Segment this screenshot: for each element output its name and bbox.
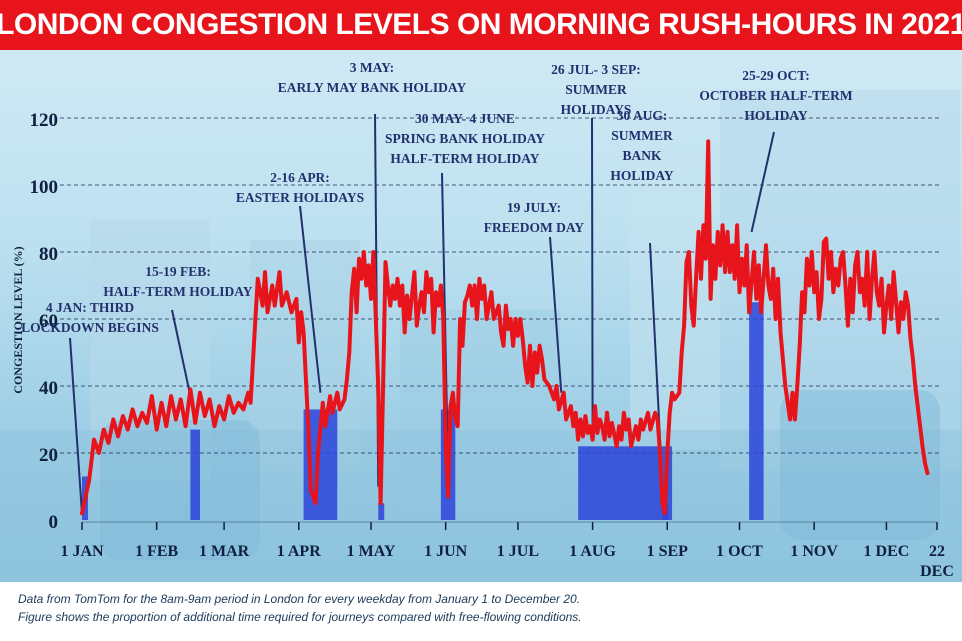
annotation-label: HALF-TERM HOLIDAY	[390, 151, 539, 166]
annotation-label: 15-19 FEB:	[145, 264, 211, 279]
y-tick-label: 60	[39, 311, 58, 332]
x-tick-label: 1 JUN	[424, 543, 468, 560]
holiday-bar	[190, 429, 201, 520]
x-tick-label: DEC	[920, 563, 954, 580]
annotation-leader-line	[549, 236, 563, 393]
annotation-label: SUMMER	[565, 82, 627, 97]
annotation-leader-line	[299, 205, 322, 393]
annotation-label: 30 AUG:	[617, 108, 668, 123]
annotation-label: HOLIDAY	[744, 108, 808, 123]
x-tick-label: 1 MAR	[199, 543, 250, 560]
x-tick-label: 1 NOV	[790, 543, 838, 560]
x-tick-label: 1 APR	[277, 543, 321, 560]
annotation-label: 25-29 OCT:	[742, 68, 810, 83]
annotation-leader-line	[750, 131, 775, 233]
annotation-label: 4 JAN: THIRD	[46, 300, 135, 315]
annotation-label: EASTER HOLIDAYS	[236, 190, 364, 205]
annotation-label: 2-16 APR:	[270, 170, 330, 185]
annotation-label: OCTOBER HALF-TERM	[699, 88, 852, 103]
chart-footer: Data from TomTom for the 8am-9am period …	[0, 582, 962, 641]
annotation-label: SPRING BANK HOLIDAY	[385, 131, 545, 146]
annotation-label: 30 MAY- 4 JUNE	[415, 111, 515, 126]
x-tick-label: 1 JAN	[60, 543, 104, 560]
y-tick-label: 80	[39, 244, 58, 265]
y-tick-label: 40	[39, 378, 58, 399]
annotation-label: 19 JULY:	[507, 200, 561, 215]
annotation-leader-line	[69, 337, 83, 514]
y-tick-label: 120	[30, 110, 59, 131]
y-axis-label: CONGESTION LEVEL (%)	[11, 246, 25, 393]
holiday-bar	[749, 302, 764, 520]
holiday-bar	[378, 503, 385, 520]
x-tick-label: 1 FEB	[135, 543, 178, 560]
annotation-leader-line	[591, 117, 594, 427]
x-tick-label: 1 OCT	[716, 543, 763, 560]
annotation-label: FREEDOM DAY	[484, 220, 585, 235]
x-tick-label: 1 SEP	[647, 543, 689, 560]
annotation-label: SUMMER	[611, 128, 673, 143]
annotation-label: 26 JUL- 3 SEP:	[551, 62, 641, 77]
annotation-label: 3 MAY:	[350, 60, 394, 75]
x-tick-label: 1 JUL	[497, 543, 539, 560]
annotation-label: HALF-TERM HOLIDAY	[103, 284, 252, 299]
annotation-label: BANK	[622, 148, 662, 163]
x-tick-label: 22	[929, 543, 945, 560]
annotation-label: LOCKDOWN BEGINS	[21, 320, 159, 335]
footer-explanation-note: Figure shows the proportion of additiona…	[18, 610, 582, 624]
y-tick-label: 0	[49, 512, 59, 533]
x-tick-label: 1 AUG	[569, 543, 616, 560]
line-chart: 0 20 40 60 80 100 120 CONGESTION LEVEL (%) 1 JAN…	[11, 60, 954, 580]
y-tick-label: 20	[39, 445, 58, 466]
x-tick-label: 1 DEC	[864, 543, 910, 560]
y-tick-label: 100	[30, 177, 59, 198]
holiday-bar	[578, 446, 673, 520]
annotation-label: HOLIDAYS	[561, 102, 632, 117]
footer-source-note: Data from TomTom for the 8am-9am period …	[18, 592, 581, 606]
annotation-label: EARLY MAY BANK HOLIDAY	[278, 80, 467, 95]
chart-title: LONDON CONGESTION LEVELS ON MORNING RUSH…	[0, 0, 962, 50]
congestion-series-line	[80, 139, 930, 516]
annotation-leader-line	[171, 309, 192, 397]
x-tick-label: 1 MAY	[347, 543, 396, 560]
annotation-label: HOLIDAY	[610, 168, 674, 183]
